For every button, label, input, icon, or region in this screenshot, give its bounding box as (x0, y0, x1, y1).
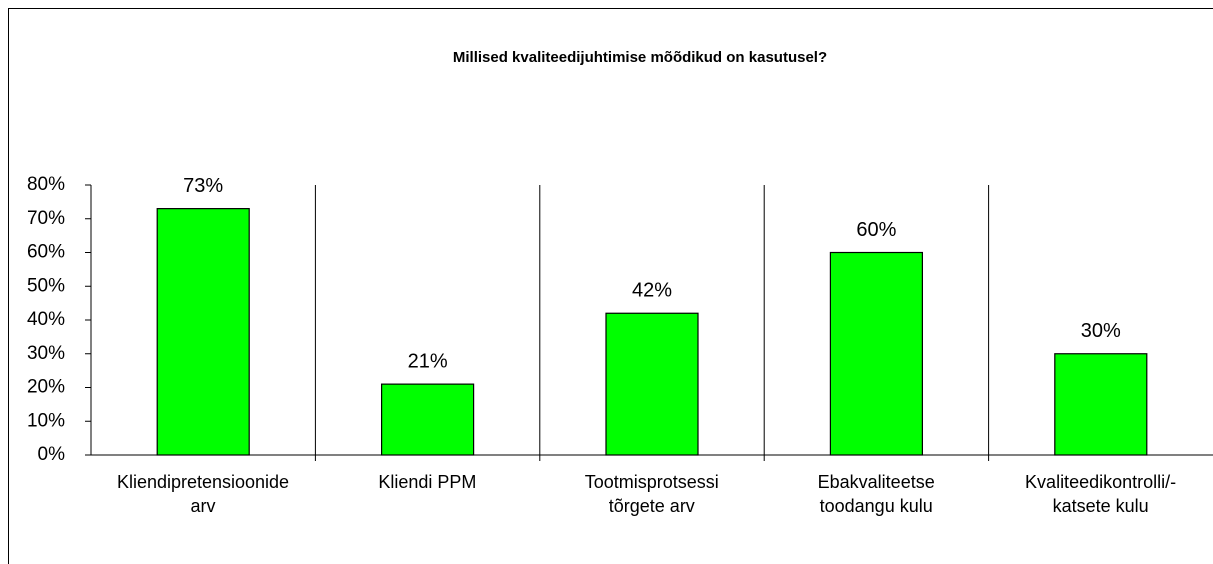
bar (381, 383, 475, 456)
x-tick-label: Ebakvaliteetse toodangu kulu (817, 472, 935, 516)
y-tick-label: 10% (27, 410, 65, 431)
y-tick-label: 70% (27, 208, 65, 229)
bar (605, 312, 699, 456)
value-label: 42% (632, 280, 672, 302)
y-tick-label: 30% (27, 343, 65, 364)
x-tick-label: Kliendi PPM (378, 472, 477, 492)
bar (1054, 353, 1148, 456)
value-label: 30% (1081, 320, 1121, 342)
bar (156, 208, 250, 456)
y-tick-label: 60% (27, 242, 65, 263)
y-tick-label: 50% (27, 275, 65, 296)
x-tick-label: Kvaliteedikontrolli/- katsete kulu (1025, 472, 1177, 516)
x-tick-label: Kliendipretensioonide arv (116, 472, 290, 516)
value-label: 21% (408, 350, 448, 372)
chart-title: Millised kvaliteedijuhtimise mõõdikud on… (453, 49, 827, 66)
value-label: 73% (183, 175, 223, 197)
bar (829, 251, 924, 456)
y-tick-label: 20% (27, 377, 65, 398)
x-tick-label: Tootmisprotsessi tõrgete arv (584, 472, 719, 516)
y-tick-label: 40% (27, 309, 65, 330)
value-label: 60% (856, 219, 896, 241)
y-tick-label: 0% (38, 444, 66, 465)
y-tick-label: 80% (27, 174, 65, 195)
